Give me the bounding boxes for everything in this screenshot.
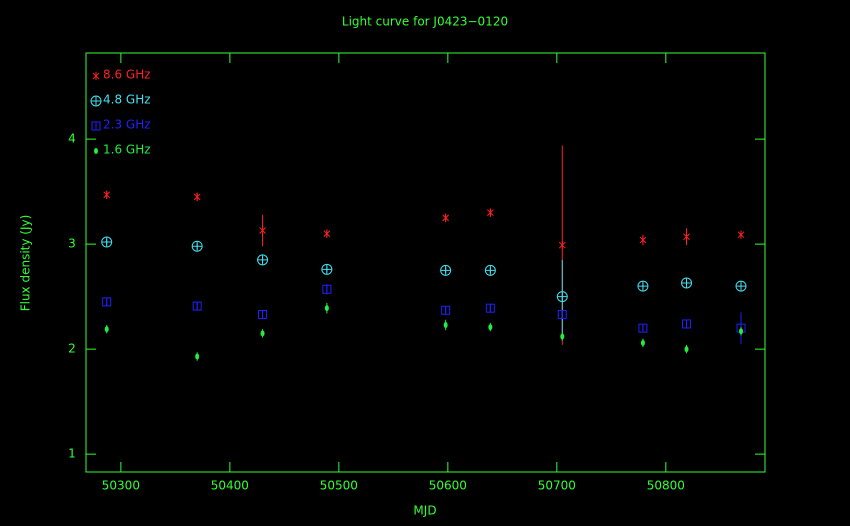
marker <box>557 309 567 319</box>
marker <box>259 226 266 235</box>
legend-label: 2.3 GHz <box>103 118 151 132</box>
marker <box>684 346 689 353</box>
x-axis-label: MJD <box>413 504 436 518</box>
marker <box>101 236 113 248</box>
marker <box>193 192 201 201</box>
marker <box>486 208 494 217</box>
marker <box>323 229 331 238</box>
marker <box>442 213 450 222</box>
marker <box>556 291 568 303</box>
x-tick-label: 50700 <box>538 479 576 493</box>
marker <box>90 95 102 107</box>
y-axis-label: Flux density (Jy) <box>19 215 33 312</box>
y-tick-label: 4 <box>68 132 76 146</box>
marker <box>104 326 109 333</box>
marker <box>640 339 645 346</box>
legend-label: 1.6 GHz <box>103 143 151 157</box>
marker <box>260 330 265 337</box>
marker <box>192 301 202 311</box>
marker <box>681 277 693 289</box>
marker <box>488 324 493 331</box>
marker <box>737 230 745 239</box>
marker <box>484 264 496 276</box>
marker <box>682 319 692 329</box>
marker <box>103 190 111 199</box>
marker <box>637 280 649 292</box>
marker <box>485 303 495 313</box>
marker <box>191 240 203 252</box>
y-tick-label: 2 <box>68 342 76 356</box>
marker <box>735 280 747 292</box>
marker <box>558 241 566 250</box>
legend-label: 8.6 GHz <box>103 68 151 82</box>
marker <box>321 263 333 275</box>
marker <box>91 121 101 131</box>
x-tick-label: 50500 <box>320 479 358 493</box>
marker <box>683 232 690 241</box>
marker <box>195 353 200 360</box>
marker <box>739 328 744 335</box>
marker <box>638 323 648 333</box>
x-tick-label: 50600 <box>429 479 467 493</box>
marker <box>102 297 112 307</box>
marker <box>92 72 100 80</box>
legend-label: 4.8 GHz <box>103 93 151 107</box>
marker <box>440 264 452 276</box>
marker <box>257 254 269 266</box>
frame <box>85 52 766 473</box>
x-tick-label: 50800 <box>647 479 685 493</box>
marker <box>324 305 329 312</box>
marker <box>94 148 98 154</box>
marker <box>639 235 647 244</box>
marker <box>441 305 451 315</box>
x-tick-label: 50400 <box>211 479 249 493</box>
marker <box>560 333 565 340</box>
marker <box>443 321 448 328</box>
y-tick-label: 1 <box>68 447 76 461</box>
marker <box>258 309 268 319</box>
x-tick-label: 50300 <box>102 479 140 493</box>
y-tick-label: 3 <box>68 237 76 251</box>
marker <box>322 284 332 294</box>
chart-title: Light curve for J0423−0120 <box>342 15 508 29</box>
